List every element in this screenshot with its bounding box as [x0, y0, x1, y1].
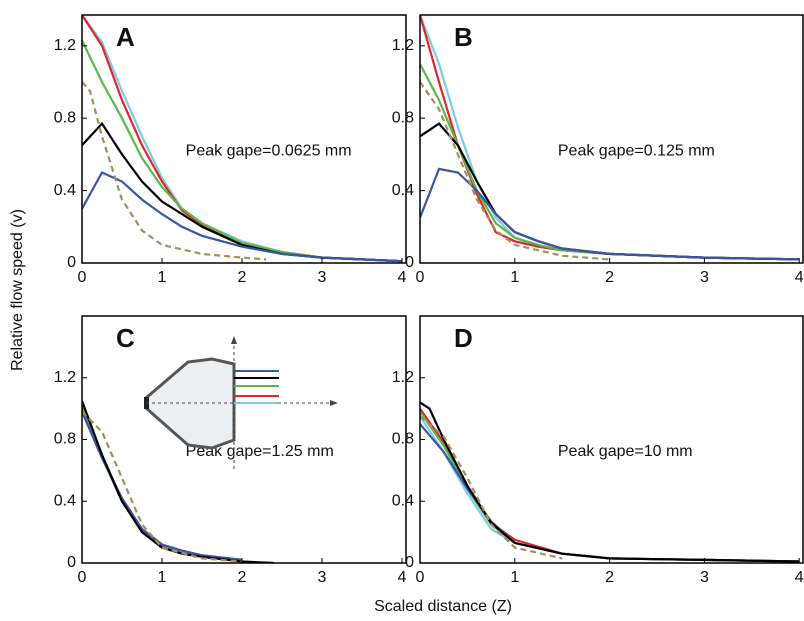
series-line: [420, 15, 800, 261]
x-tick-label: 1: [510, 569, 519, 586]
y-tick-label: 0.4: [54, 492, 76, 509]
annotation: Peak gape=0.0625 mm: [186, 143, 352, 160]
y-axis-label: Relative flow speed (v): [9, 209, 26, 371]
series-line: [82, 15, 403, 263]
x-tick-label: 0: [78, 569, 87, 586]
x-tick-label: 4: [795, 569, 804, 586]
y-tick-label: 1.2: [392, 37, 414, 54]
x-axis-label: Scaled distance (Z): [374, 598, 512, 615]
panel-title: A: [116, 22, 135, 52]
y-tick-label: 1.2: [54, 37, 76, 54]
plot-frame: [81, 14, 407, 264]
y-tick-label: 0: [67, 254, 76, 271]
x-tick-label: 1: [158, 569, 167, 586]
x-tick-label: 3: [318, 569, 327, 586]
y-tick-label: 0.4: [392, 182, 414, 199]
x-tick-label: 1: [510, 269, 519, 286]
annotation: Peak gape=0.125 mm: [558, 143, 715, 160]
series-line: [420, 167, 800, 261]
x-tick-label: 2: [238, 269, 247, 286]
x-tick-label: 3: [700, 569, 709, 586]
plot-frame: [419, 14, 804, 264]
y-tick-label: 0: [67, 554, 76, 571]
series-line: [82, 400, 275, 563]
panel-title: B: [454, 22, 473, 52]
series-line: [420, 407, 800, 563]
series-line: [82, 410, 243, 563]
y-tick-label: 0.8: [392, 109, 414, 126]
series-line: [420, 81, 610, 261]
panel-title: C: [116, 323, 135, 353]
series-line: [420, 401, 800, 563]
series-line: [82, 171, 403, 263]
y-tick-label: 0.8: [54, 109, 76, 126]
y-tick-label: 0.4: [392, 492, 414, 509]
series-line: [420, 411, 800, 563]
x-tick-label: 4: [398, 269, 407, 286]
y-tick-label: 0.8: [392, 431, 414, 448]
series-line: [420, 415, 563, 560]
series-line: [420, 63, 800, 261]
inset-diagram: [144, 336, 338, 470]
y-tick-label: 0.4: [54, 182, 76, 199]
x-tick-label: 0: [78, 269, 87, 286]
annotation: Peak gape=1.25 mm: [186, 443, 334, 460]
x-tick-label: 4: [795, 269, 804, 286]
x-tick-label: 0: [416, 569, 425, 586]
y-tick-label: 0: [405, 554, 414, 571]
x-tick-label: 1: [158, 269, 167, 286]
x-tick-label: 2: [605, 269, 614, 286]
series-line: [82, 81, 267, 261]
annotation: Peak gape=10 mm: [558, 443, 693, 460]
series-line: [420, 15, 800, 261]
series-line: [82, 15, 403, 263]
y-tick-label: 1.2: [54, 369, 76, 386]
x-tick-label: 2: [238, 569, 247, 586]
x-tick-label: 3: [700, 269, 709, 286]
series-line: [420, 415, 800, 563]
y-tick-label: 0.8: [54, 431, 76, 448]
panel-title: D: [454, 323, 473, 353]
x-tick-label: 4: [398, 569, 407, 586]
y-tick-label: 1.2: [392, 369, 414, 386]
x-tick-label: 3: [318, 269, 327, 286]
x-tick-label: 2: [605, 569, 614, 586]
y-tick-label: 0: [405, 254, 414, 271]
x-tick-label: 0: [416, 269, 425, 286]
plot-frame: [81, 315, 407, 564]
plot-frame: [419, 315, 804, 564]
